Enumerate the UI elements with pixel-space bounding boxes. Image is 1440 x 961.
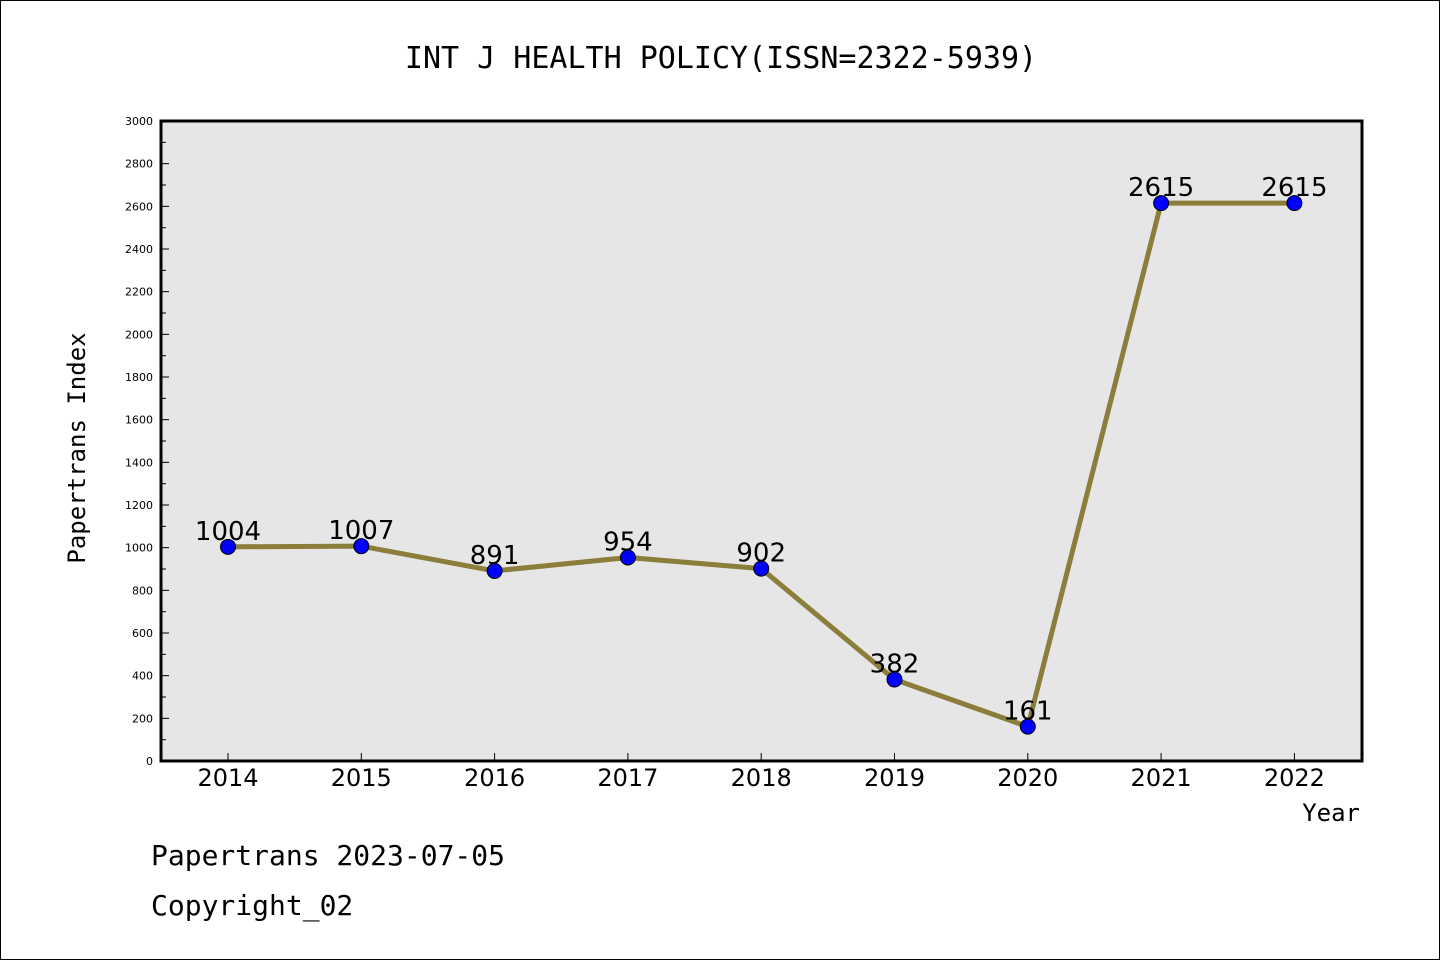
x-tick-label: 2017 — [597, 764, 658, 792]
y-axis: 0 200 400 600 800 1000 1200 1400 1600 1800 2000 220… — [125, 115, 169, 768]
data-point-marker — [486, 562, 503, 579]
plot-border — [159, 119, 1364, 763]
data-label: 2615 — [1261, 173, 1327, 203]
data-point-marker — [353, 538, 370, 555]
x-tick-label: 2020 — [997, 764, 1058, 792]
y-tick-label: 1400 — [125, 456, 153, 469]
y-tick-label: 2400 — [125, 243, 153, 256]
plot-area — [161, 121, 1362, 761]
y-tick-label: 1600 — [125, 414, 153, 427]
y-tick-label: 2800 — [125, 158, 153, 171]
footer-copyright: Copyright_02 — [151, 889, 353, 923]
data-point-marker — [1019, 718, 1036, 735]
data-label: 2615 — [1128, 173, 1194, 203]
data-point-marker — [886, 671, 903, 688]
data-point-marker — [753, 560, 770, 577]
data-label: 161 — [1003, 697, 1053, 727]
data-label: 954 — [603, 527, 653, 557]
y-tick-label: 0 — [146, 755, 153, 768]
y-tick-label: 600 — [132, 627, 153, 640]
data-point-marker — [1286, 195, 1303, 212]
y-tick-label: 2000 — [125, 328, 153, 341]
y-tick-label: 200 — [132, 712, 153, 725]
x-axis: 2014 2015 2016 2017 2018 2019 2020 2021 2022 — [197, 753, 1325, 792]
data-label: 891 — [470, 541, 520, 571]
y-tick-label: 1200 — [125, 499, 153, 512]
data-point-marker — [1153, 195, 1170, 212]
data-label: 1004 — [195, 517, 261, 547]
y-axis-label: Papertrans Index — [63, 332, 91, 563]
x-tick-label: 2014 — [197, 764, 258, 792]
x-tick-label: 2022 — [1264, 764, 1325, 792]
x-axis-label: Year — [1302, 799, 1360, 827]
y-tick-label: 2600 — [125, 200, 153, 213]
series-line-group: 1004 1007 891 954 902 382 161 2615 2615 — [195, 173, 1327, 735]
footer-date: Papertrans 2023-07-05 — [151, 839, 505, 872]
y-tick-label: 3000 — [125, 115, 153, 128]
x-tick-label: 2021 — [1131, 764, 1192, 792]
y-tick-label: 800 — [132, 584, 153, 597]
y-tick-label: 1000 — [125, 542, 153, 555]
x-tick-label: 2019 — [864, 764, 925, 792]
data-label: 1007 — [328, 516, 394, 546]
chart-title: INT J HEALTH POLICY(ISSN=2322-5939) — [405, 41, 1037, 76]
y-tick-label: 2200 — [125, 286, 153, 299]
data-point-marker — [220, 538, 236, 555]
data-label: 382 — [870, 650, 920, 680]
x-tick-label: 2016 — [464, 764, 525, 792]
x-tick-label: 2015 — [331, 764, 392, 792]
data-point-marker — [619, 549, 636, 566]
y-tick-label: 1800 — [125, 371, 153, 384]
data-label: 902 — [736, 539, 786, 569]
y-tick-label: 400 — [132, 670, 153, 683]
x-tick-label: 2018 — [731, 764, 792, 792]
